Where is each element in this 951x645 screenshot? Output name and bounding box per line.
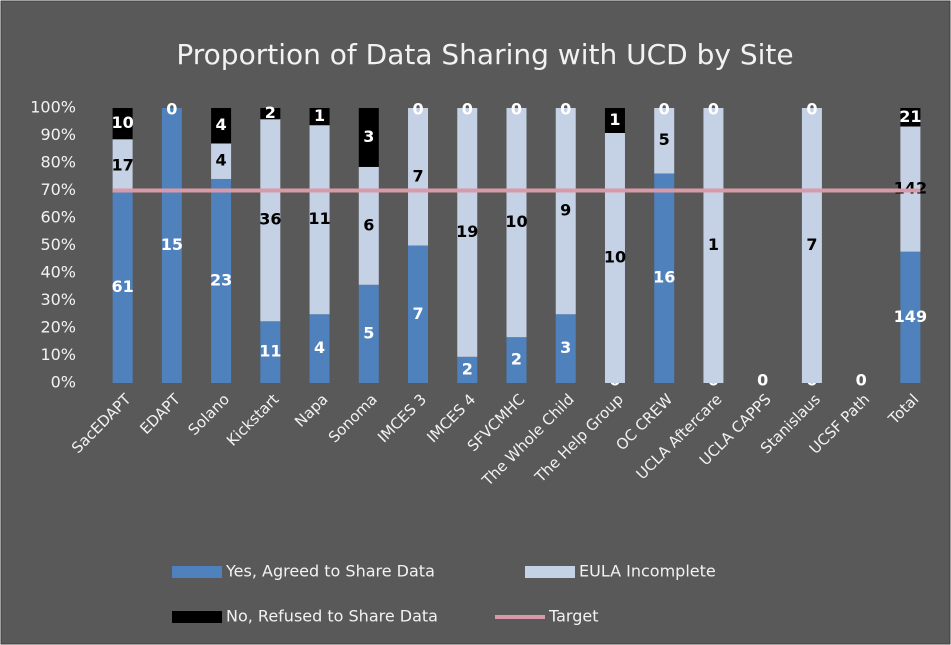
data-label: 5 (363, 323, 374, 342)
bar-segment (260, 321, 281, 383)
bar-segment (555, 314, 576, 383)
bar-segment (408, 108, 429, 246)
bar-segment (358, 284, 379, 383)
data-label: 10 (111, 113, 133, 132)
bar-segment (309, 125, 330, 315)
bar-segment (260, 108, 281, 120)
bar-segment (506, 337, 527, 383)
data-label: 0 (757, 371, 768, 390)
bar-segment (900, 251, 921, 383)
data-label: 0 (806, 100, 817, 119)
data-label: 23 (210, 270, 232, 289)
bar-segment (112, 192, 133, 383)
bar-segment (604, 133, 625, 383)
data-label: 0 (708, 100, 719, 119)
data-label: 10 (505, 212, 527, 231)
bar-segment (900, 108, 921, 127)
bar-segment (211, 178, 232, 383)
data-label: 4 (314, 338, 325, 357)
data-label: 7 (806, 235, 817, 254)
y-tick-label: 70% (40, 180, 76, 199)
data-label: 142 (894, 179, 927, 198)
data-label: 0 (166, 100, 177, 119)
y-tick-label: 0% (51, 373, 76, 392)
data-label: 6 (363, 215, 374, 234)
data-label: 1 (609, 110, 620, 129)
data-label: 15 (161, 235, 183, 254)
bar-segment (260, 119, 281, 322)
data-label: 0 (511, 100, 522, 119)
data-label: 0 (462, 100, 473, 119)
data-label: 2 (462, 359, 473, 378)
bar-segment (161, 108, 182, 383)
y-tick-label: 40% (40, 263, 76, 282)
data-label: 149 (894, 307, 927, 326)
bar-segment (112, 139, 133, 193)
bar-segment (408, 245, 429, 383)
y-tick-label: 60% (40, 208, 76, 227)
data-label: 1 (314, 106, 325, 125)
bar-segment (555, 108, 576, 315)
y-tick-label: 50% (40, 235, 76, 254)
bar-segment (358, 166, 379, 285)
data-label: 36 (259, 210, 281, 229)
data-label: 16 (653, 268, 675, 287)
legend-label: EULA Incomplete (579, 562, 716, 581)
data-label: 11 (259, 342, 281, 361)
legend-label: Yes, Agreed to Share Data (225, 562, 435, 581)
data-label: 2 (511, 350, 522, 369)
bar-segment (604, 108, 625, 133)
data-label: 4 (216, 151, 227, 170)
bar-segment (654, 173, 675, 383)
data-label: 9 (560, 201, 571, 220)
legend-swatch (172, 611, 222, 623)
data-label: 7 (412, 166, 423, 185)
data-label: 3 (363, 127, 374, 146)
data-label: 1 (708, 235, 719, 254)
bar-segment (309, 108, 330, 126)
data-label: 19 (456, 222, 478, 241)
y-tick-label: 30% (40, 290, 76, 309)
legend-swatch (172, 566, 222, 578)
y-tick-label: 100% (30, 98, 76, 117)
bar-segment (211, 108, 232, 144)
bar-segment (654, 108, 675, 174)
data-label: 0 (412, 100, 423, 119)
legend-label: No, Refused to Share Data (226, 607, 438, 626)
bar-segment (211, 143, 232, 179)
bar-segment (801, 108, 822, 383)
bar-segment (358, 108, 379, 167)
bar-segment (457, 108, 478, 357)
data-label: 4 (216, 115, 227, 134)
data-label: 5 (659, 130, 670, 149)
data-label: 21 (899, 107, 921, 126)
bar-segment (506, 108, 527, 338)
bar-segment (703, 108, 724, 383)
data-label: 0 (659, 100, 670, 119)
y-tick-label: 80% (40, 153, 76, 172)
data-label: 17 (111, 155, 133, 174)
legend-swatch (525, 566, 575, 578)
bar-segment (457, 356, 478, 383)
y-tick-label: 10% (40, 345, 76, 364)
chart-title: Proportion of Data Sharing with UCD by S… (176, 38, 793, 71)
data-label: 0 (560, 100, 571, 119)
data-label: 11 (308, 209, 330, 228)
data-label: 7 (412, 304, 423, 323)
legend-label: Target (548, 607, 599, 626)
data-label: 3 (560, 338, 571, 357)
y-tick-label: 90% (40, 125, 76, 144)
data-label: 0 (856, 371, 867, 390)
bar-segment (309, 314, 330, 383)
y-tick-label: 20% (40, 318, 76, 337)
data-label: 10 (604, 248, 626, 267)
data-label: 2 (265, 103, 276, 122)
data-label: 61 (111, 277, 133, 296)
bar-segment (112, 108, 133, 140)
